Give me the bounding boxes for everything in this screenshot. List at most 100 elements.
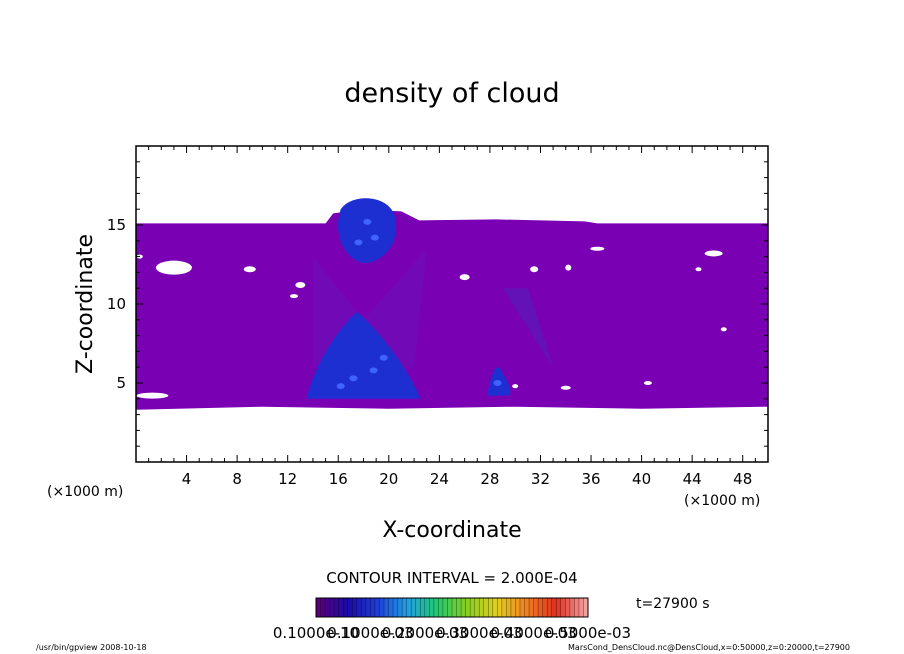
dense-speck — [379, 354, 388, 361]
clear-gap — [290, 294, 298, 299]
clear-gap — [565, 264, 572, 271]
colorbar-segment — [438, 598, 444, 617]
colorbar-segment — [506, 598, 512, 617]
colorbar-segment — [538, 598, 544, 617]
colorbar-segment — [442, 598, 448, 617]
colorbar-segment — [492, 598, 498, 617]
x-tick-label: 40 — [632, 470, 651, 488]
colorbar-segment — [578, 598, 584, 617]
colorbar-segment — [465, 598, 471, 617]
footer-left: /usr/bin/gpview 2008-10-18 — [36, 643, 147, 652]
x-tick-label: 32 — [531, 470, 550, 488]
clear-gap — [590, 246, 605, 251]
x-tick-label: 4 — [182, 470, 192, 488]
colorbar-segment — [397, 598, 403, 617]
clear-gap — [560, 385, 571, 390]
colorbar-segment — [402, 598, 408, 617]
x-tick-label: 20 — [379, 470, 398, 488]
colorbar-label: 0.5000e-03 — [545, 624, 631, 642]
y-unit-label: (×1000 m) — [47, 484, 123, 500]
colorbar-segment — [347, 598, 353, 617]
colorbar-segment — [547, 598, 553, 617]
colorbar-segment — [374, 598, 380, 617]
colorbar-segment — [338, 598, 344, 617]
colorbar — [315, 597, 589, 618]
cloud-structure — [502, 288, 554, 368]
colorbar-segment — [365, 598, 371, 617]
colorbar-segment — [370, 598, 376, 617]
colorbar-segment — [533, 598, 539, 617]
dense-core — [306, 311, 421, 399]
colorbar-segment — [529, 598, 535, 617]
colorbar-segment — [379, 598, 385, 617]
dense-speck — [370, 234, 379, 241]
clear-gap — [512, 384, 519, 389]
colorbar-label: 0.2000e-03 — [382, 624, 468, 642]
x-axis-title: X-coordinate — [382, 518, 521, 543]
x-tick-label: 16 — [329, 470, 348, 488]
colorbar-segment — [479, 598, 485, 617]
colorbar-segment — [542, 598, 548, 617]
x-tick-label: 44 — [683, 470, 702, 488]
clear-gap — [459, 274, 470, 281]
colorbar-segment — [429, 598, 435, 617]
clear-gap — [155, 260, 192, 275]
colorbar-segment — [569, 598, 575, 617]
dense-speck — [369, 367, 378, 374]
colorbar-segment — [520, 598, 526, 617]
y-tick-label: 15 — [107, 216, 126, 234]
clear-gap — [136, 392, 169, 399]
colorbar-segment — [433, 598, 439, 617]
colorbar-segment — [316, 598, 322, 617]
colorbar-segment — [510, 598, 516, 617]
x-tick-label: 24 — [430, 470, 449, 488]
colorbar-segment — [352, 598, 358, 617]
colorbar-label: 0.1000e-03 — [327, 624, 413, 642]
colorbar-segment — [524, 598, 530, 617]
dense-speck — [349, 375, 358, 382]
colorbar-segment — [420, 598, 426, 617]
colorbar-segment — [583, 598, 589, 617]
x-tick-label: 36 — [581, 470, 600, 488]
x-unit-label: (×1000 m) — [684, 493, 760, 509]
clear-gap — [530, 266, 539, 273]
colorbar-segment — [411, 598, 417, 617]
clear-gap — [243, 266, 256, 273]
clear-gap — [704, 250, 723, 257]
colorbar-segment — [424, 598, 430, 617]
clear-gap — [643, 381, 652, 385]
colorbar-segment — [461, 598, 467, 617]
colorbar-segment — [384, 598, 390, 617]
colorbar-segment — [361, 598, 367, 617]
x-tick-label: 28 — [480, 470, 499, 488]
dense-speck — [363, 218, 372, 225]
colorbar-segment — [497, 598, 503, 617]
clear-gap — [720, 327, 727, 332]
colorbar-segment — [388, 598, 394, 617]
dense-speck — [354, 239, 363, 246]
colorbar-segment — [452, 598, 458, 617]
x-tick-label: 48 — [733, 470, 752, 488]
colorbar-segment — [356, 598, 362, 617]
colorbar-segment — [515, 598, 521, 617]
colorbar-segment — [320, 598, 326, 617]
colorbar-segment — [560, 598, 566, 617]
dense-cloud-cores — [306, 198, 511, 399]
time-label: t=27900 s — [636, 596, 710, 612]
colorbar-segment — [334, 598, 340, 617]
y-tick-label: 5 — [116, 374, 126, 392]
colorbar-label: 0.3000e-03 — [436, 624, 522, 642]
cloud-field — [136, 209, 768, 410]
colorbar-segment — [488, 598, 494, 617]
clear-gaps — [136, 246, 727, 399]
colorbar-segment — [343, 598, 349, 617]
colorbar-segment — [574, 598, 580, 617]
y-tick-label: 10 — [107, 295, 126, 313]
chart-title: density of cloud — [344, 78, 559, 109]
clear-gap — [295, 282, 306, 289]
colorbar-segment — [551, 598, 557, 617]
colorbar-labels: 0.1000e-100.1000e-030.2000e-030.3000e-03… — [273, 624, 631, 642]
